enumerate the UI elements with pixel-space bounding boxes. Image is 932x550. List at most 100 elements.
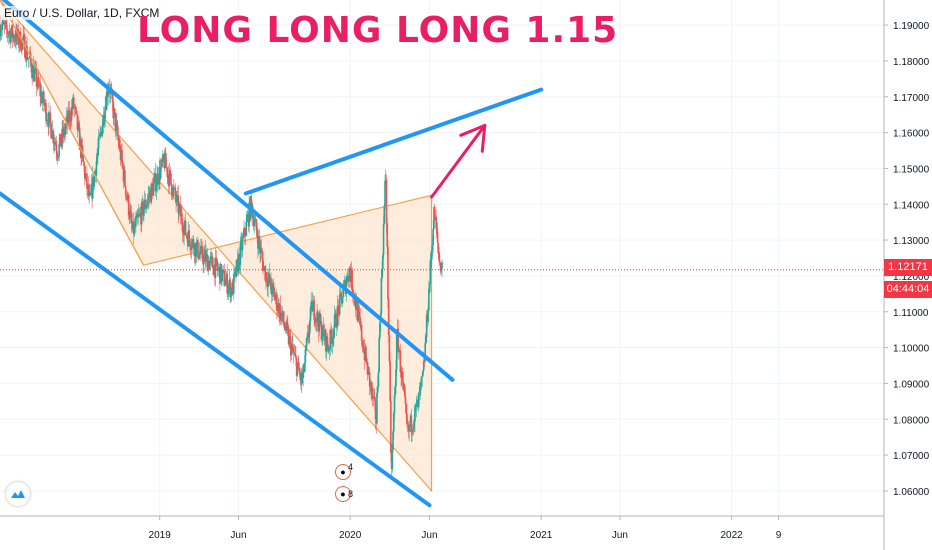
candle-body: [28, 56, 31, 58]
candle-body: [298, 362, 300, 371]
candle-body: [433, 206, 436, 221]
candle-body: [382, 255, 384, 270]
tradingview-logo-icon[interactable]: [6, 482, 30, 506]
candle-body: [283, 322, 285, 326]
y-tick-label: 1.15000: [893, 164, 930, 175]
candle-body: [437, 243, 440, 252]
candle-body: [143, 208, 145, 216]
candle-body: [342, 287, 345, 297]
candle-body: [179, 204, 182, 217]
candle-body: [49, 113, 52, 124]
candle-body: [327, 345, 329, 352]
y-tick-label: 1.07000: [893, 451, 930, 462]
candle-body: [341, 296, 344, 304]
candle-body: [197, 258, 200, 259]
candle-body: [27, 57, 30, 59]
candle-body: [271, 283, 274, 296]
candle-body: [306, 337, 308, 346]
candle-body: [0, 29, 3, 32]
candle-body: [288, 336, 291, 345]
x-tick-label: 2019: [149, 530, 172, 541]
candle-body: [392, 412, 395, 432]
candle-body: [97, 136, 100, 150]
candle-body: [138, 214, 140, 217]
candle-body: [118, 140, 120, 149]
triangle-layer: [0, 0, 433, 493]
candle-body: [244, 235, 247, 237]
candle-body: [36, 85, 39, 87]
candle-body: [192, 239, 195, 249]
candle-body: [246, 219, 248, 222]
candle-body: [195, 244, 198, 257]
x-tick-label: Jun: [612, 530, 628, 541]
candle-body: [17, 29, 20, 45]
candle-body: [384, 181, 386, 206]
candle-body: [186, 235, 188, 238]
candle-body: [327, 348, 330, 352]
candle-body: [395, 368, 397, 387]
y-tick-label: 1.08000: [893, 415, 930, 426]
wedge-upper-left-line: [0, 0, 145, 266]
candle-body: [0, 31, 2, 36]
candle-body: [138, 213, 141, 215]
candle-body: [89, 194, 92, 195]
candle-body: [256, 230, 258, 238]
y-tick-label: 1.16000: [893, 129, 930, 140]
candle-body: [84, 174, 87, 179]
wedge-triangle: [0, 0, 433, 493]
candle-body: [430, 249, 433, 260]
candle-body: [276, 294, 278, 311]
candle-body: [250, 196, 253, 203]
flag-eu-icon[interactable]: ●: [335, 464, 351, 480]
candle-body: [286, 321, 288, 327]
candle-body: [190, 247, 193, 250]
candle-body: [157, 183, 160, 185]
candle-body: [387, 299, 390, 336]
candle-body: [439, 263, 442, 272]
candle-body: [292, 351, 295, 354]
candle-body: [305, 345, 307, 350]
candle-body: [347, 281, 350, 282]
candle-body: [73, 106, 76, 108]
candle-body: [330, 329, 332, 337]
grid: [0, 0, 884, 516]
candle-body: [431, 245, 434, 250]
candle-body: [233, 272, 236, 275]
candle-body: [296, 365, 299, 376]
flag-us-icon[interactable]: ●: [335, 486, 351, 502]
projection-arrow: [430, 123, 487, 199]
candle-body: [91, 176, 94, 199]
candle-body: [136, 214, 139, 218]
resistance-line: [243, 87, 544, 196]
candle-body: [103, 118, 106, 125]
candle-body: [280, 313, 283, 321]
candle-body: [436, 232, 439, 244]
candle-body: [311, 302, 314, 312]
candle-body: [184, 220, 187, 236]
candle-body: [37, 77, 40, 86]
candle-body: [267, 278, 269, 288]
candle-body: [405, 403, 408, 414]
candle-body: [235, 259, 238, 277]
y-tick-label: 1.06000: [893, 487, 930, 498]
candle-body: [18, 43, 20, 45]
candle-body: [428, 284, 431, 289]
candle-body: [352, 290, 354, 294]
candle-body: [98, 135, 101, 137]
y-tick-label: 1.10000: [893, 344, 930, 355]
candle-body: [335, 313, 337, 328]
candle-body: [313, 300, 315, 321]
x-tick-label: 2022: [720, 530, 743, 541]
candle-body: [6, 28, 9, 34]
candle-body: [226, 273, 229, 294]
candle-body: [115, 121, 117, 131]
candle-body: [221, 272, 223, 282]
candle-body: [365, 346, 367, 362]
symbol-title[interactable]: Euro / U.S. Dollar, 1D, FXCM: [2, 6, 162, 20]
candle-body: [34, 68, 37, 70]
candle-body: [435, 216, 437, 229]
candle-body: [370, 381, 372, 392]
candle-body: [335, 326, 338, 328]
upper-channel-line: [1, 0, 455, 382]
